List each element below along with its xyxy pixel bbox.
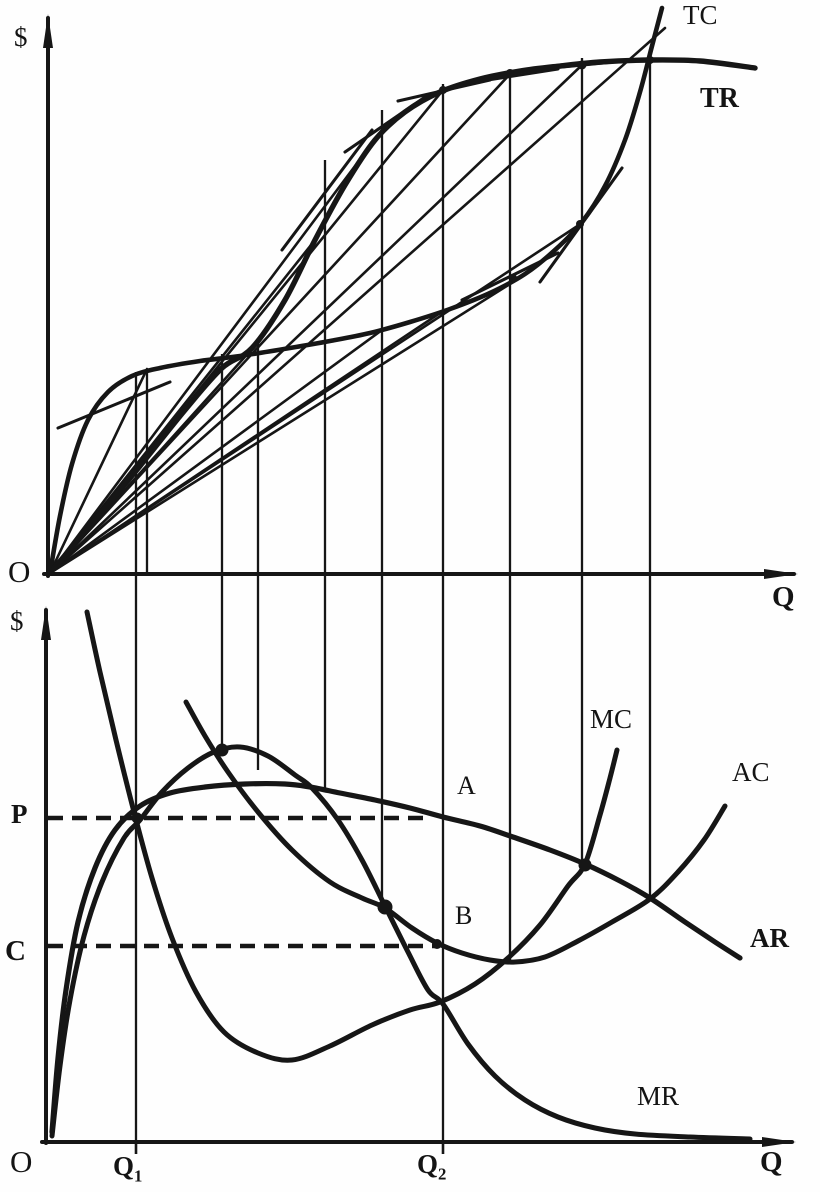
origin-ray (48, 282, 512, 575)
ac-curve (183, 699, 728, 965)
point-dot (432, 939, 442, 949)
point-dot (577, 60, 587, 70)
q2-tick-label-sub: 2 (438, 1164, 447, 1184)
point-dot (439, 86, 447, 94)
origin-ray (48, 26, 667, 575)
point-dot (215, 743, 229, 757)
point-dot (509, 274, 517, 282)
bottom-quantity-axis-label: Q (760, 1146, 783, 1178)
origin-ray (48, 221, 584, 575)
point-a-label: A (457, 771, 476, 800)
top-y-axis-arrow (43, 14, 53, 48)
origin-ray (48, 128, 384, 575)
point-dot (576, 220, 584, 228)
q2-tick-label: Q2 (417, 1151, 446, 1183)
tc-curve-label: TC (683, 0, 718, 30)
tangent-segment (280, 128, 374, 252)
origin-ray (48, 367, 149, 575)
origin-ray (48, 63, 584, 575)
cost-level-label: C (5, 935, 26, 967)
top-dollar-axis-label: $ (14, 22, 28, 52)
point-dot (578, 858, 592, 872)
mr-curve-label: MR (637, 1081, 680, 1111)
q1-tick-label-main: Q (113, 1151, 135, 1181)
tc-curve (47, 5, 665, 576)
origin-ray (48, 328, 384, 575)
bottom-y-axis-arrow (41, 606, 51, 640)
q2-tick-label-main: Q (417, 1149, 439, 1179)
price-level-label: P (11, 799, 28, 829)
tr-curve-label: TR (700, 83, 739, 114)
point-b-label: B (455, 901, 473, 930)
bottom-origin-label: O (10, 1144, 33, 1179)
ar-curve-label: AR (750, 923, 789, 953)
point-dot (377, 899, 393, 915)
q1-tick-label: Q1 (113, 1153, 142, 1185)
tangent-segment (56, 380, 172, 430)
q1-tick-label-sub: 1 (134, 1166, 143, 1186)
top-x-axis-arrow (764, 569, 798, 579)
top-quantity-axis-label: Q (772, 581, 795, 613)
point-dot (506, 69, 514, 77)
mr-curve (49, 744, 753, 1142)
tr-curve (47, 57, 758, 576)
bottom-dollar-axis-label: $ (10, 606, 24, 636)
mc-curve (84, 609, 620, 1063)
origin-ray (48, 72, 512, 575)
ar-curve (49, 781, 743, 1135)
point-dot (131, 812, 143, 824)
point-dot (646, 56, 654, 64)
mc-curve-label: MC (590, 704, 633, 734)
bottom-x-axis-arrow (762, 1137, 796, 1147)
ac-curve-label: AC (732, 757, 770, 787)
top-origin-label: O (8, 554, 31, 589)
